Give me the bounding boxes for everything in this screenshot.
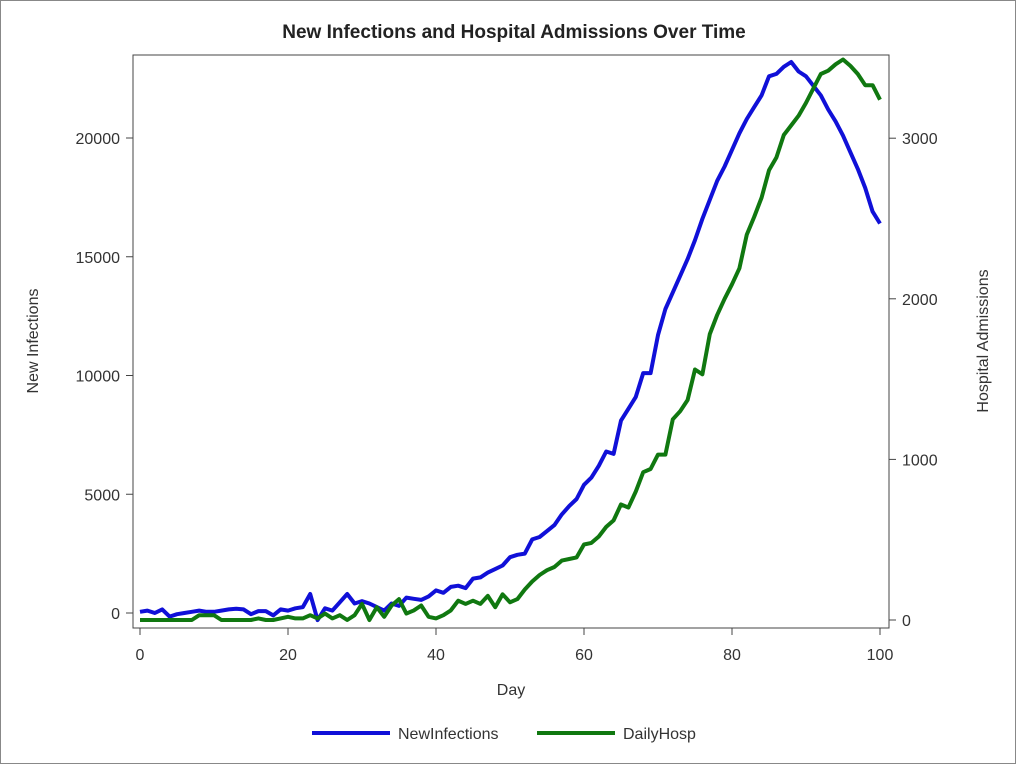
- y-tick-label: 10000: [76, 369, 121, 386]
- x-tick-label: 80: [723, 647, 741, 664]
- legend: NewInfections DailyHosp: [312, 726, 696, 743]
- x-tick-label: 100: [867, 647, 894, 664]
- y2-tick-label: 0: [902, 613, 911, 630]
- y2-tick-label: 1000: [902, 452, 938, 469]
- plot-area: [132, 54, 890, 629]
- x-tick-label: 20: [279, 647, 297, 664]
- y-tick-label: 20000: [76, 131, 121, 148]
- y-tick-label: 5000: [84, 487, 120, 504]
- y-tick-label: 0: [111, 606, 120, 623]
- y-tick-label: 15000: [76, 250, 121, 267]
- chart-title: New Infections and Hospital Admissions O…: [282, 22, 746, 43]
- legend-label: DailyHosp: [623, 726, 696, 743]
- series-line-newinfections: [139, 60, 882, 623]
- x-tick-label: 0: [136, 647, 145, 664]
- y2-tick-label: 2000: [902, 292, 938, 309]
- y-axis-label: New Infections: [25, 289, 42, 394]
- series-line-dailyhosp: [140, 57, 882, 622]
- x-tick-label: 40: [427, 647, 445, 664]
- x-axis-label: Day: [497, 682, 525, 699]
- legend-label: NewInfections: [398, 726, 499, 743]
- y2-tick-label: 3000: [902, 131, 938, 148]
- x-tick-label: 60: [575, 647, 593, 664]
- y2-axis-label: Hospital Admissions: [975, 269, 992, 412]
